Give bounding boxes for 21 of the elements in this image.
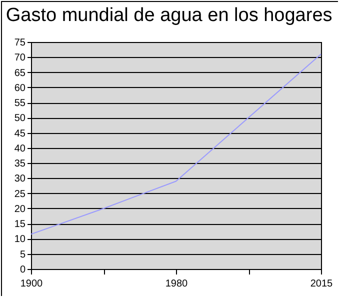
y-tick-label: 0 bbox=[20, 264, 26, 276]
y-tick-label: 50 bbox=[14, 113, 26, 124]
chart-title: Gasto mundial de agua en los hogares bbox=[6, 5, 332, 26]
y-tick-label: 35 bbox=[14, 158, 26, 170]
y-tick-label: 30 bbox=[14, 174, 26, 185]
y-tick-label: 45 bbox=[14, 128, 26, 140]
y-tick-label: 65 bbox=[14, 68, 26, 79]
y-tick-label: 40 bbox=[14, 143, 26, 154]
x-tick-label: 1980 bbox=[165, 278, 188, 290]
y-tick-label: 75 bbox=[14, 38, 26, 48]
y-tick-label: 20 bbox=[14, 204, 26, 215]
x-tick-label: 1900 bbox=[20, 278, 44, 290]
y-tick-label: 15 bbox=[14, 219, 26, 230]
y-tick-label: 60 bbox=[14, 82, 26, 94]
y-tick-label: 25 bbox=[14, 188, 26, 200]
y-tick-label: 10 bbox=[14, 234, 26, 246]
y-tick-label: 55 bbox=[14, 98, 26, 110]
y-tick-label: 70 bbox=[14, 52, 26, 64]
x-tick-label: 2015 bbox=[310, 278, 334, 290]
y-tick-label: 5 bbox=[20, 249, 26, 260]
line-series bbox=[30, 54, 322, 235]
